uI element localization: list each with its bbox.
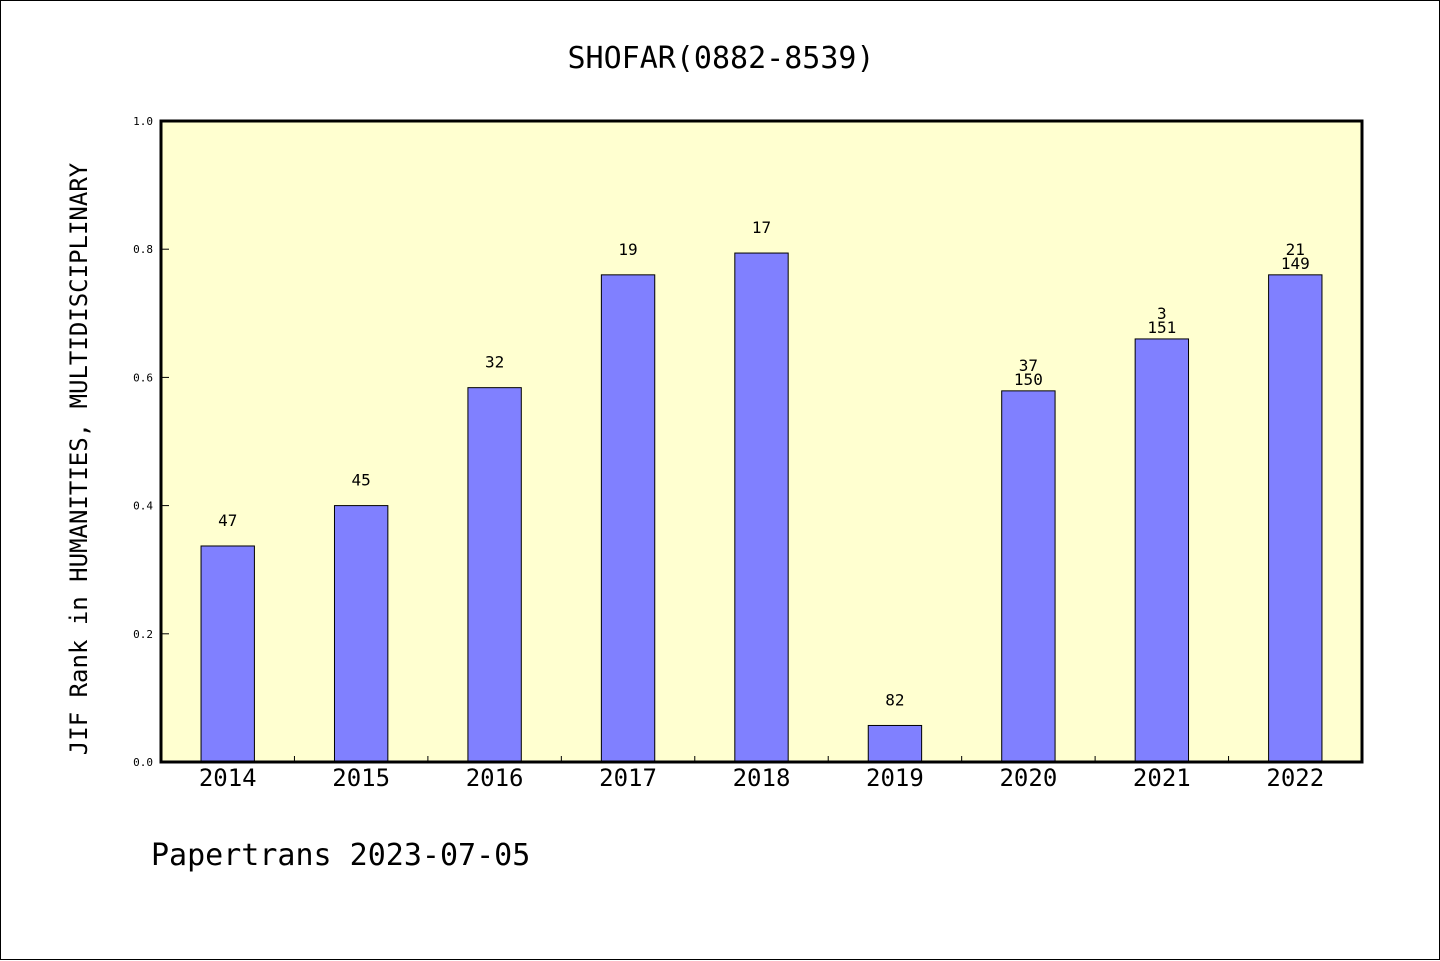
bar-2017 xyxy=(600,274,656,763)
x-tick-label-2020: 2020 xyxy=(999,764,1057,792)
chart-title: SHOFAR(0882-8539) xyxy=(567,41,874,76)
y-tick-label-5: 1.0 xyxy=(133,115,153,128)
y-tick-label-4: 0.8 xyxy=(133,243,153,256)
data-label-top-2020: 37 xyxy=(1019,356,1038,375)
x-tick-label-2014: 2014 xyxy=(199,764,257,792)
data-label-top-2016: 32 xyxy=(485,353,504,372)
x-tick-label-2017: 2017 xyxy=(599,764,657,792)
x-tick-label-2015: 2015 xyxy=(332,764,390,792)
x-tick-label-2021: 2021 xyxy=(1133,764,1191,792)
y-tick-label-3: 0.6 xyxy=(133,371,153,384)
data-label-bottom-2021: 151 xyxy=(1147,318,1176,337)
x-tick-label-2016: 2016 xyxy=(466,764,524,792)
bar-2016 xyxy=(467,387,522,763)
bar-2015 xyxy=(333,505,389,763)
data-label-top-2017: 19 xyxy=(618,240,637,259)
footer-text: Papertrans 2023-07-05 xyxy=(151,838,530,873)
y-tick-label-1: 0.2 xyxy=(133,628,153,641)
x-tick-label-2022: 2022 xyxy=(1266,764,1324,792)
x-tick-label-2018: 2018 xyxy=(733,764,791,792)
bar-2018 xyxy=(734,252,789,763)
bar-2014 xyxy=(200,545,255,763)
y-tick-label-0: 0.0 xyxy=(133,756,153,769)
data-label-bottom-2022: 149 xyxy=(1281,254,1310,273)
data-label-top-2014: 47 xyxy=(218,511,237,530)
plot-border xyxy=(159,119,1364,764)
bar-2020 xyxy=(1001,390,1056,763)
bar-2021 xyxy=(1134,338,1190,763)
bar-2022 xyxy=(1268,274,1323,763)
x-tick-label-2019: 2019 xyxy=(866,764,924,792)
data-label-top-2022: 21 xyxy=(1286,240,1305,259)
data-label-bottom-2020: 150 xyxy=(1014,370,1043,389)
data-label-top-2019: 82 xyxy=(885,690,904,709)
data-label-top-2021: 3 xyxy=(1157,304,1167,323)
y-tick-label-2: 0.4 xyxy=(133,500,153,513)
y-axis-label: JIF Rank in HUMANITIES, MULTIDISCIPLINAR… xyxy=(65,162,93,755)
bars-group xyxy=(200,252,1323,763)
data-label-top-2015: 45 xyxy=(352,471,371,490)
bar-2019 xyxy=(867,724,923,763)
x-axis-ticks: 2014 2015 2016 2017 2018 2019 2020 2021 2022 xyxy=(199,756,1324,792)
data-label-top-2018: 17 xyxy=(752,218,771,237)
